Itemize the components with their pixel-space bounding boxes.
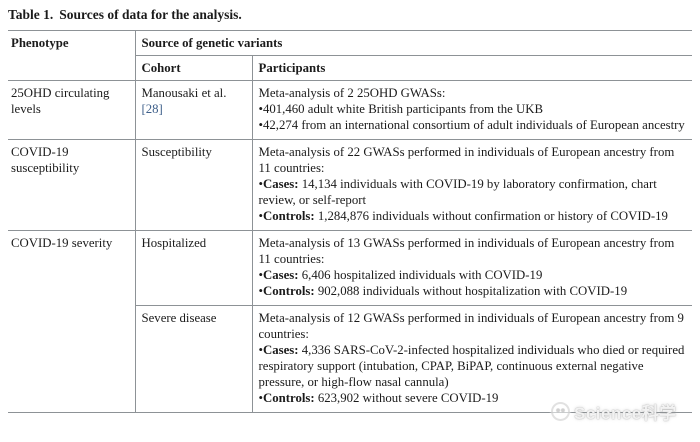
- cohort-cell: Manousaki et al. [28]: [134, 80, 252, 140]
- phenotype-cell: COVID-19 susceptibility: [8, 139, 135, 231]
- citation-link[interactable]: [28]: [141, 102, 163, 116]
- col-header-source: Source of genetic variants: [134, 30, 692, 56]
- col-header-cohort: Cohort: [134, 55, 252, 81]
- participants-bullet: 401,460 adult white British participants…: [259, 101, 687, 117]
- cohort-cell: Hospitalized: [134, 230, 252, 306]
- table-row: COVID-19 susceptibility Susceptibility Met…: [8, 139, 692, 231]
- participants-bullet: Controls: 1,284,876 individuals without …: [259, 208, 687, 224]
- participants-bullet: Cases: 14,134 individuals with COVID-19 …: [259, 176, 687, 208]
- participants-cell: Meta-analysis of 2 25OHD GWASs:401,460 a…: [251, 80, 692, 140]
- header-row-2: Cohort Participants: [8, 55, 692, 81]
- bullet-label: Controls:: [262, 391, 315, 405]
- participants-bullet: Cases: 6,406 hospitalized individuals wi…: [259, 267, 687, 283]
- participants-intro: Meta-analysis of 2 25OHD GWASs:: [258, 86, 446, 100]
- data-sources-table: Phenotype Source of genetic variants Coh…: [8, 30, 692, 413]
- participants-cell: Meta-analysis of 22 GWASs performed in i…: [251, 139, 692, 231]
- participants-cell: Meta-analysis of 13 GWASs performed in i…: [251, 230, 692, 306]
- table-caption: Sources of data for the analysis.: [59, 7, 242, 22]
- table-row: 25OHD circulating levels Manousaki et al.…: [8, 80, 692, 140]
- participants-bullet: 42,274 from an international consortium …: [259, 117, 687, 133]
- participants-cell: Meta-analysis of 12 GWASs performed in i…: [251, 305, 692, 413]
- bullet-label: Controls:: [262, 209, 315, 223]
- header-row-1: Phenotype Source of genetic variants: [8, 30, 692, 81]
- participants-bullet: Controls: 623,902 without severe COVID-1…: [259, 390, 687, 406]
- col-header-participants: Participants: [251, 55, 692, 81]
- participants-bullet: Controls: 902,088 individuals without ho…: [259, 283, 687, 299]
- table-row: Severe disease Meta-analysis of 12 GWASs …: [8, 305, 692, 413]
- cohort-cell: Susceptibility: [134, 139, 252, 231]
- participants-intro: Meta-analysis of 22 GWASs performed in i…: [258, 145, 675, 175]
- participants-intro: Meta-analysis of 12 GWASs performed in i…: [258, 311, 684, 341]
- bullet-label: Cases:: [262, 343, 299, 357]
- phenotype-cell: 25OHD circulating levels: [8, 80, 135, 140]
- phenotype-cell: COVID-19 severity: [8, 230, 135, 413]
- col-header-phenotype: Phenotype: [8, 30, 135, 81]
- table-row: COVID-19 severity Hospitalized Meta-analys…: [8, 230, 692, 413]
- participants-intro: Meta-analysis of 13 GWASs performed in i…: [258, 236, 675, 266]
- participants-bullet: Cases: 4,336 SARS-CoV-2-infected hospita…: [259, 342, 687, 390]
- table-number-label: Table 1.: [8, 7, 54, 22]
- bullet-label: Controls:: [262, 284, 315, 298]
- bullet-label: Cases:: [262, 177, 299, 191]
- table-title: Table 1. Sources of data for the analysis…: [8, 7, 692, 23]
- bullet-label: Cases:: [262, 268, 299, 282]
- cohort-cell: Severe disease: [134, 305, 252, 413]
